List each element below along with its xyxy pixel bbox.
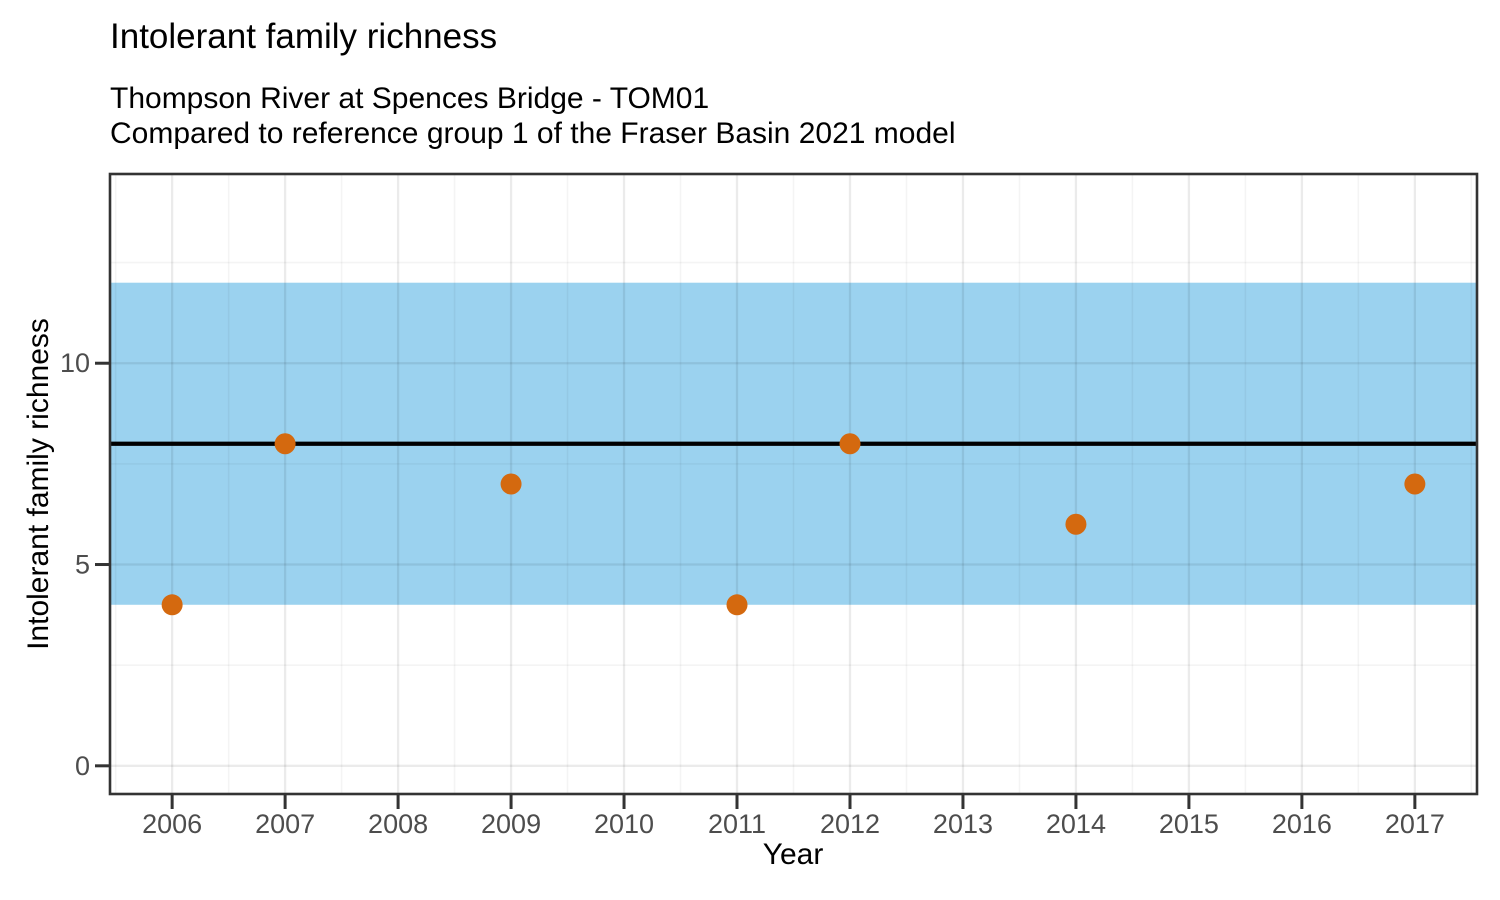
x-tick-label: 2015 <box>1159 809 1219 839</box>
x-tick-label: 2006 <box>142 809 202 839</box>
y-tick-label: 5 <box>75 550 90 580</box>
panel-border <box>108 172 1479 796</box>
data-points <box>161 433 1426 616</box>
x-tick-label: 2010 <box>594 809 654 839</box>
data-point <box>1404 473 1426 495</box>
x-tick-label: 2009 <box>481 809 541 839</box>
x-axis-title: Year <box>763 838 824 871</box>
chart-subtitle-line-1: Thompson River at Spences Bridge - TOM01 <box>110 82 709 115</box>
chart-title: Intolerant family richness <box>110 17 497 56</box>
x-tick-label: 2008 <box>368 809 428 839</box>
y-tick-label: 10 <box>60 348 90 378</box>
x-tick-label: 2007 <box>255 809 315 839</box>
x-tick-label: 2012 <box>820 809 880 839</box>
axes: 2006 2007 2008 2009 2010 2011 2012 2013 2014 2015… <box>60 348 1445 839</box>
y-axis-title: Intolerant family richness <box>22 318 55 650</box>
data-point <box>839 433 861 455</box>
data-point <box>1065 513 1087 535</box>
data-point <box>726 594 748 616</box>
x-tick-label: 2017 <box>1385 809 1445 839</box>
y-tick-label: 0 <box>75 751 90 781</box>
chart-subtitle-line-2: Compared to reference group 1 of the Fra… <box>110 117 955 150</box>
x-tick-label: 2016 <box>1272 809 1332 839</box>
x-tick-label: 2013 <box>933 809 993 839</box>
x-tick-label: 2011 <box>708 809 766 839</box>
x-tick-label: 2014 <box>1046 809 1106 839</box>
data-point <box>161 594 183 616</box>
data-point <box>500 473 522 495</box>
data-point <box>274 433 296 455</box>
gridlines <box>110 174 1477 794</box>
plot-layers <box>110 174 1477 794</box>
